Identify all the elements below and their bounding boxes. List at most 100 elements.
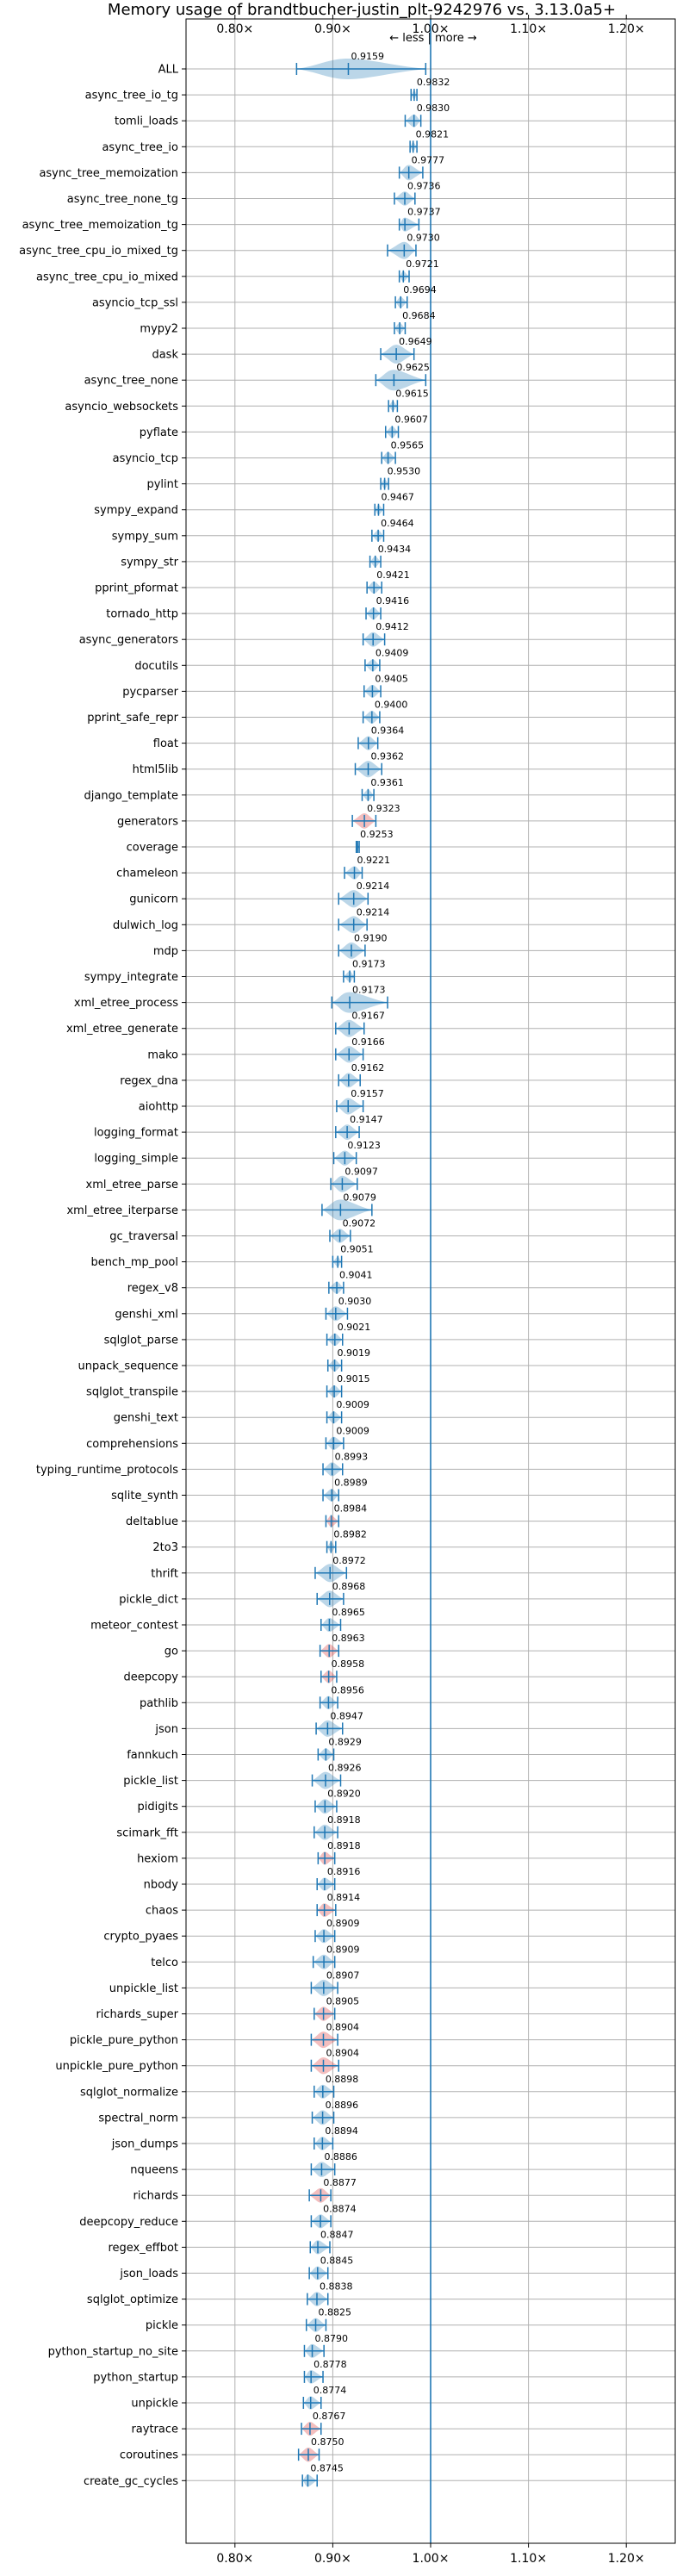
category-label: logging_simple xyxy=(94,1153,178,1166)
category-label: unpickle_list xyxy=(109,1982,178,1995)
value-label: 0.8914 xyxy=(327,1892,361,1903)
violin-json: 0.8947 xyxy=(315,1710,363,1737)
value-label: 0.8907 xyxy=(326,1969,360,1981)
violin-pycparser: 0.9405 xyxy=(363,673,408,698)
x-tick-label-top: 0.90× xyxy=(314,22,351,36)
x-tick-label-top: 0.80× xyxy=(216,22,253,36)
value-label: 0.9166 xyxy=(351,1036,385,1048)
value-label: 0.9830 xyxy=(417,103,450,114)
violin-dask: 0.9649 xyxy=(380,336,432,364)
violin-async_generators: 0.9412 xyxy=(362,621,409,647)
value-label: 0.8838 xyxy=(320,2281,353,2293)
value-label: 0.9147 xyxy=(350,1114,383,1125)
violin-gunicorn: 0.9214 xyxy=(338,880,389,908)
value-label: 0.8894 xyxy=(325,2125,358,2137)
category-label: richards_super xyxy=(96,2008,178,2021)
category-label: bench_mp_pool xyxy=(90,1256,178,1269)
value-label: 0.9362 xyxy=(371,751,405,762)
category-label: regex_effbot xyxy=(108,2242,178,2255)
category-label: pathlib xyxy=(140,1697,178,1710)
category-label: pprint_safe_repr xyxy=(87,712,178,725)
value-label: 0.9030 xyxy=(338,1296,372,1307)
category-label: genshi_text xyxy=(114,1412,178,1425)
violin-xml_etree_iterparse: 0.9079 xyxy=(321,1192,376,1221)
value-label: 0.9019 xyxy=(338,1347,371,1359)
violin-asyncio_tcp: 0.9565 xyxy=(381,440,424,464)
value-label: 0.9467 xyxy=(381,492,414,503)
violin-pickle_list: 0.8926 xyxy=(311,1763,362,1789)
value-label: 0.9615 xyxy=(395,388,429,399)
violin-asyncio_tcp_ssl: 0.9694 xyxy=(394,284,437,308)
category-label: nqueens xyxy=(130,2164,178,2177)
violin-coroutines: 0.8750 xyxy=(297,2436,344,2462)
value-label: 0.9694 xyxy=(403,284,437,296)
value-label: 0.8993 xyxy=(335,1451,369,1462)
category-label: async_tree_io xyxy=(102,141,178,154)
value-label: 0.9157 xyxy=(351,1088,384,1099)
violin-pickle_dict: 0.8968 xyxy=(316,1581,365,1608)
value-label: 0.8778 xyxy=(313,2359,347,2370)
violin-float: 0.9364 xyxy=(357,725,404,750)
violin-thrift: 0.8972 xyxy=(314,1555,366,1583)
category-label: dulwich_log xyxy=(113,919,178,932)
category-label: mypy2 xyxy=(140,323,178,336)
violin-deltablue: 0.8984 xyxy=(325,1503,367,1528)
category-label: xml_etree_process xyxy=(74,997,178,1010)
value-label: 0.8825 xyxy=(319,2307,352,2318)
violin-ALL: 0.9159 xyxy=(295,51,427,79)
value-label: 0.9400 xyxy=(375,700,408,711)
value-label: 0.9737 xyxy=(407,207,441,218)
value-label: 0.8947 xyxy=(330,1710,363,1721)
value-label: 0.8916 xyxy=(327,1866,361,1877)
value-label: 0.8767 xyxy=(313,2411,346,2422)
x-tick-label-top: 1.10× xyxy=(510,22,547,36)
value-label: 0.8918 xyxy=(327,1840,361,1851)
category-label: spectral_norm xyxy=(98,2112,178,2125)
category-label: meteor_contest xyxy=(90,1620,178,1633)
category-label: gunicorn xyxy=(129,893,178,906)
violin-dulwich_log: 0.9214 xyxy=(338,906,389,934)
value-label: 0.8929 xyxy=(328,1737,362,1748)
violin-pylint: 0.9530 xyxy=(380,466,420,490)
x-tick-label-bottom: 1.20× xyxy=(608,2552,645,2566)
value-label: 0.9721 xyxy=(406,258,439,270)
category-label: xml_etree_generate xyxy=(66,1023,178,1036)
violin-regex_dna: 0.9162 xyxy=(338,1062,384,1088)
value-label: 0.8926 xyxy=(328,1763,362,1774)
violin-xml_etree_generate: 0.9167 xyxy=(335,1011,385,1037)
category-label: async_tree_none_tg xyxy=(67,193,178,206)
category-label: pyflate xyxy=(140,426,178,439)
value-label: 0.8982 xyxy=(333,1529,367,1540)
violin-pathlib: 0.8956 xyxy=(319,1684,364,1709)
category-label: html5lib xyxy=(133,763,178,776)
value-label: 0.8965 xyxy=(332,1607,365,1618)
category-label: async_tree_io_tg xyxy=(85,90,178,103)
category-label: aiohttp xyxy=(139,1101,178,1114)
category-label: nbody xyxy=(144,1879,179,1892)
violin-mypy2: 0.9684 xyxy=(394,310,436,334)
value-label: 0.8905 xyxy=(326,1996,360,2007)
value-label: 0.8896 xyxy=(326,2100,359,2111)
value-label: 0.9434 xyxy=(378,544,412,555)
value-label: 0.9173 xyxy=(352,985,386,996)
value-label: 0.8847 xyxy=(320,2229,354,2240)
value-label: 0.9684 xyxy=(402,310,436,321)
category-label: scimark_fft xyxy=(116,1826,178,1839)
violin-pprint_pformat: 0.9421 xyxy=(366,569,410,594)
category-label: regex_v8 xyxy=(127,1282,178,1295)
category-label: pprint_pformat xyxy=(95,582,178,595)
category-label: typing_runtime_protocols xyxy=(36,1464,178,1477)
violin-richards_super: 0.8905 xyxy=(313,1996,360,2021)
violin-gc_traversal: 0.9072 xyxy=(329,1218,376,1243)
violin-python_startup_no_site: 0.8790 xyxy=(303,2333,348,2358)
direction-annotation: ← less | more → xyxy=(389,32,477,45)
value-label: 0.8909 xyxy=(326,1918,360,1929)
value-label: 0.9009 xyxy=(336,1425,369,1436)
violin-fannkuch: 0.8929 xyxy=(317,1737,362,1761)
category-label: python_startup_no_site xyxy=(48,2345,178,2358)
violin-html5lib: 0.9362 xyxy=(354,751,405,778)
violin-sqlite_synth: 0.8989 xyxy=(322,1478,368,1502)
x-tick-label-bottom: 0.90× xyxy=(314,2552,351,2566)
category-label: asyncio_websockets xyxy=(65,401,178,414)
category-label: 2to3 xyxy=(152,1541,178,1554)
